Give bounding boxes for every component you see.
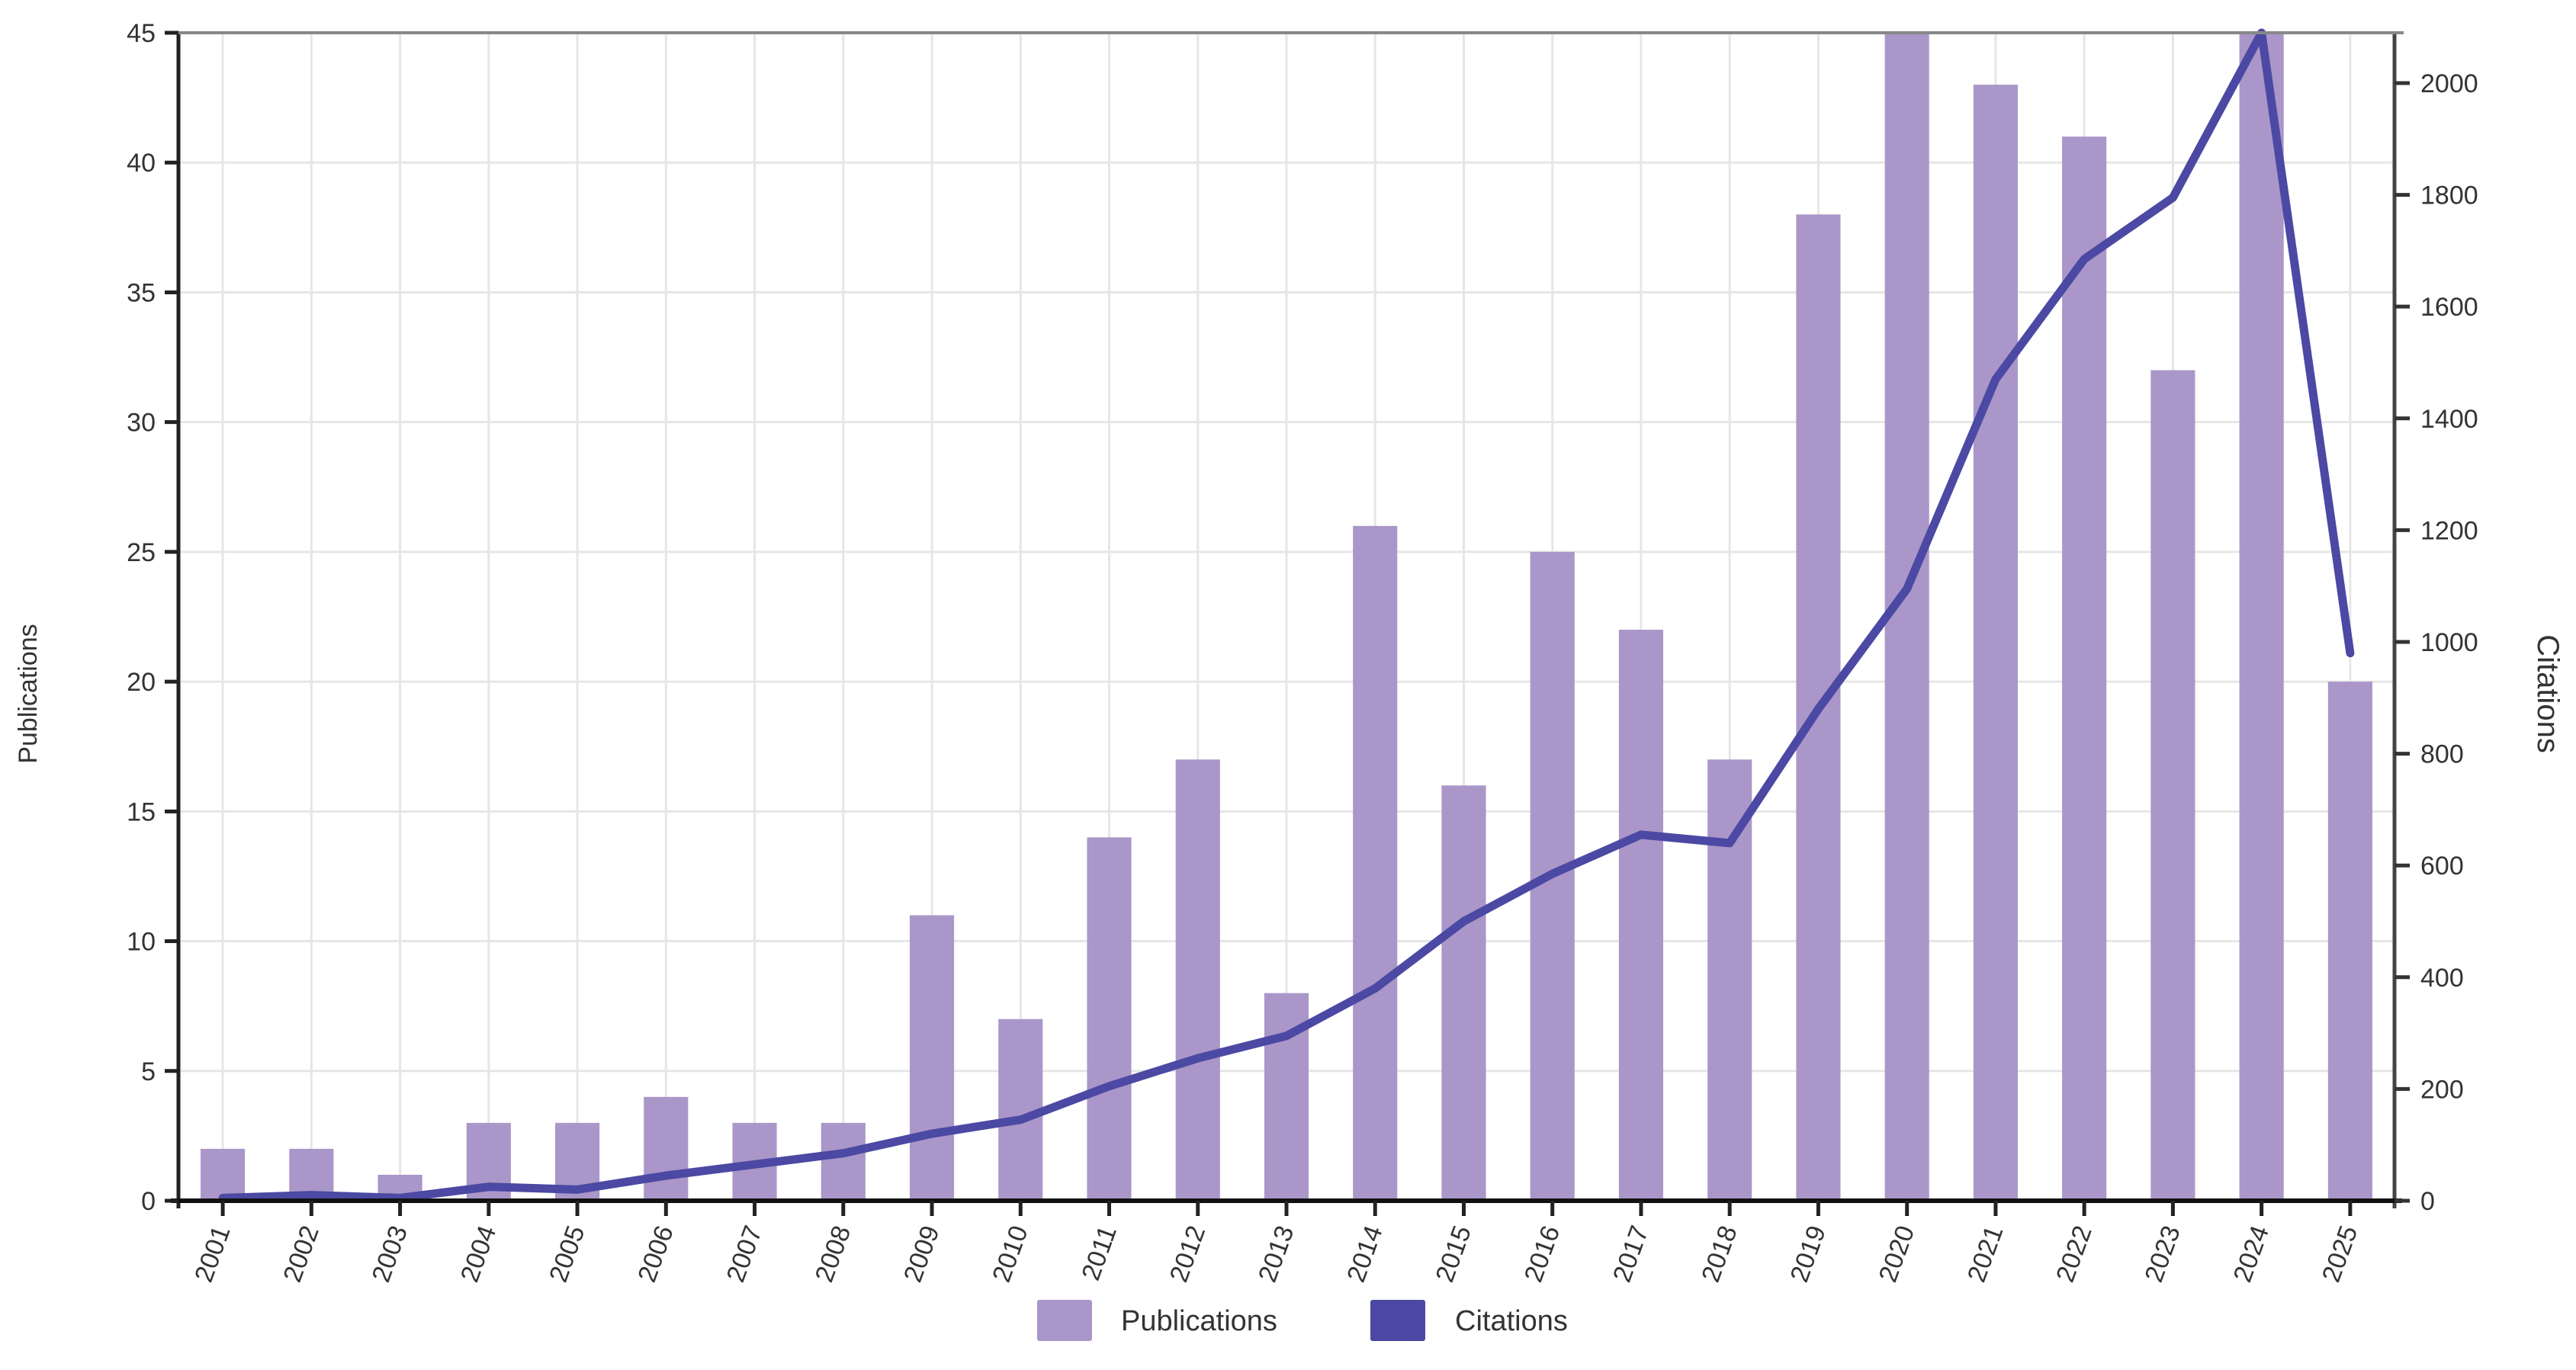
left-axis-title: Publications xyxy=(14,624,43,763)
x-tick-label: 2016 xyxy=(1519,1222,1566,1286)
left-tick-label: 45 xyxy=(127,19,156,48)
right-tick-label: 600 xyxy=(2420,852,2464,881)
left-tick-label: 20 xyxy=(127,668,156,697)
right-tick-label: 2000 xyxy=(2420,69,2478,98)
citation-line xyxy=(218,28,2355,1202)
x-tick-label: 2009 xyxy=(898,1222,946,1286)
bar-publications-2015[interactable] xyxy=(1441,785,1486,1201)
legend-swatch-publications[interactable] xyxy=(1037,1300,1092,1341)
right-axis-title: Citations xyxy=(2531,634,2565,753)
x-tick-label: 2011 xyxy=(1076,1222,1123,1285)
x-tick-label: 2012 xyxy=(1164,1222,1212,1286)
x-tick-label: 2015 xyxy=(1430,1222,1477,1286)
x-tick-label: 2025 xyxy=(2317,1222,2364,1286)
bar-publications-2024[interactable] xyxy=(2239,33,2284,1201)
x-tick-label: 2024 xyxy=(2228,1222,2276,1286)
legend-label-publications[interactable]: Publications xyxy=(1121,1305,1277,1337)
x-tick-label: 2008 xyxy=(810,1222,857,1286)
bar-publications-2020[interactable] xyxy=(1884,33,1929,1201)
right-tick-label: 0 xyxy=(2420,1187,2435,1216)
right-tick-label: 1400 xyxy=(2420,405,2478,434)
x-tick-label: 2018 xyxy=(1696,1222,1743,1286)
bar-publications-2017[interactable] xyxy=(1618,630,1664,1201)
left-tick-label: 25 xyxy=(127,538,156,567)
bar-publications-2025[interactable] xyxy=(2327,682,2372,1201)
bar-publications-2021[interactable] xyxy=(1973,85,2018,1202)
legend-label-citations[interactable]: Citations xyxy=(1455,1305,1568,1337)
legend: Publications Citations xyxy=(1037,1300,1568,1341)
bar-publications-2001[interactable] xyxy=(201,1148,246,1201)
bar-publications-2011[interactable] xyxy=(1087,837,1132,1201)
x-tick-label: 2013 xyxy=(1253,1222,1300,1286)
bar-publications-2006[interactable] xyxy=(644,1096,689,1201)
publication-bars xyxy=(201,33,2372,1202)
left-tick-label: 15 xyxy=(127,797,156,826)
bar-publications-2008[interactable] xyxy=(821,1122,866,1201)
left-tick-label: 5 xyxy=(141,1057,156,1086)
x-tick-label: 2007 xyxy=(721,1222,768,1286)
right-tick-label: 1200 xyxy=(2420,516,2478,545)
bar-publications-2023[interactable] xyxy=(2150,370,2195,1202)
x-tick-label: 2020 xyxy=(1874,1222,1921,1286)
right-tick-label: 1600 xyxy=(2420,293,2478,322)
right-tick-label: 1000 xyxy=(2420,628,2478,657)
x-tick-label: 2005 xyxy=(544,1222,591,1286)
x-tick-label: 2003 xyxy=(367,1222,414,1286)
left-tick-label: 30 xyxy=(127,409,156,438)
bar-publications-2012[interactable] xyxy=(1175,759,1220,1201)
x-tick-label: 2010 xyxy=(987,1222,1034,1286)
x-tick-label: 2001 xyxy=(189,1222,236,1286)
bar-publications-2014[interactable] xyxy=(1353,525,1398,1201)
x-tick-label: 2021 xyxy=(1962,1222,2009,1286)
x-tick-label: 2017 xyxy=(1608,1222,1655,1286)
right-tick-label: 1800 xyxy=(2420,181,2478,210)
x-tick-label: 2014 xyxy=(1341,1222,1389,1286)
right-tick-label: 200 xyxy=(2420,1075,2464,1104)
bar-publications-2018[interactable] xyxy=(1707,759,1752,1201)
x-tick-label: 2019 xyxy=(1784,1222,1832,1286)
x-tick-label: 2022 xyxy=(2051,1222,2098,1286)
left-tick-label: 10 xyxy=(127,928,156,957)
bar-publications-2009[interactable] xyxy=(909,915,955,1201)
x-tick-label: 2023 xyxy=(2139,1222,2186,1286)
bar-publications-2022[interactable] xyxy=(2062,136,2107,1202)
left-tick-label: 35 xyxy=(127,278,156,307)
x-axis-ticks: 2001 2002 2003 2004 2005 2006 2007 2008 2009 2010… xyxy=(189,1201,2363,1286)
right-tick-label: 800 xyxy=(2420,740,2464,769)
left-tick-label: 40 xyxy=(127,149,156,178)
line-citations[interactable] xyxy=(218,28,2355,1202)
legend-swatch-citations[interactable] xyxy=(1370,1300,1425,1341)
x-tick-label: 2004 xyxy=(455,1222,503,1286)
left-axis-ticks: 0 5 10 15 20 25 30 35 40 45 xyxy=(127,19,178,1216)
right-tick-label: 400 xyxy=(2420,964,2464,993)
right-axis-ticks: 0 200 400 600 800 1000 1200 1400 1600 1800 2000 xyxy=(2395,69,2478,1216)
x-tick-label: 2002 xyxy=(278,1222,325,1286)
left-tick-label: 0 xyxy=(141,1187,156,1216)
x-tick-label: 2006 xyxy=(632,1222,679,1286)
